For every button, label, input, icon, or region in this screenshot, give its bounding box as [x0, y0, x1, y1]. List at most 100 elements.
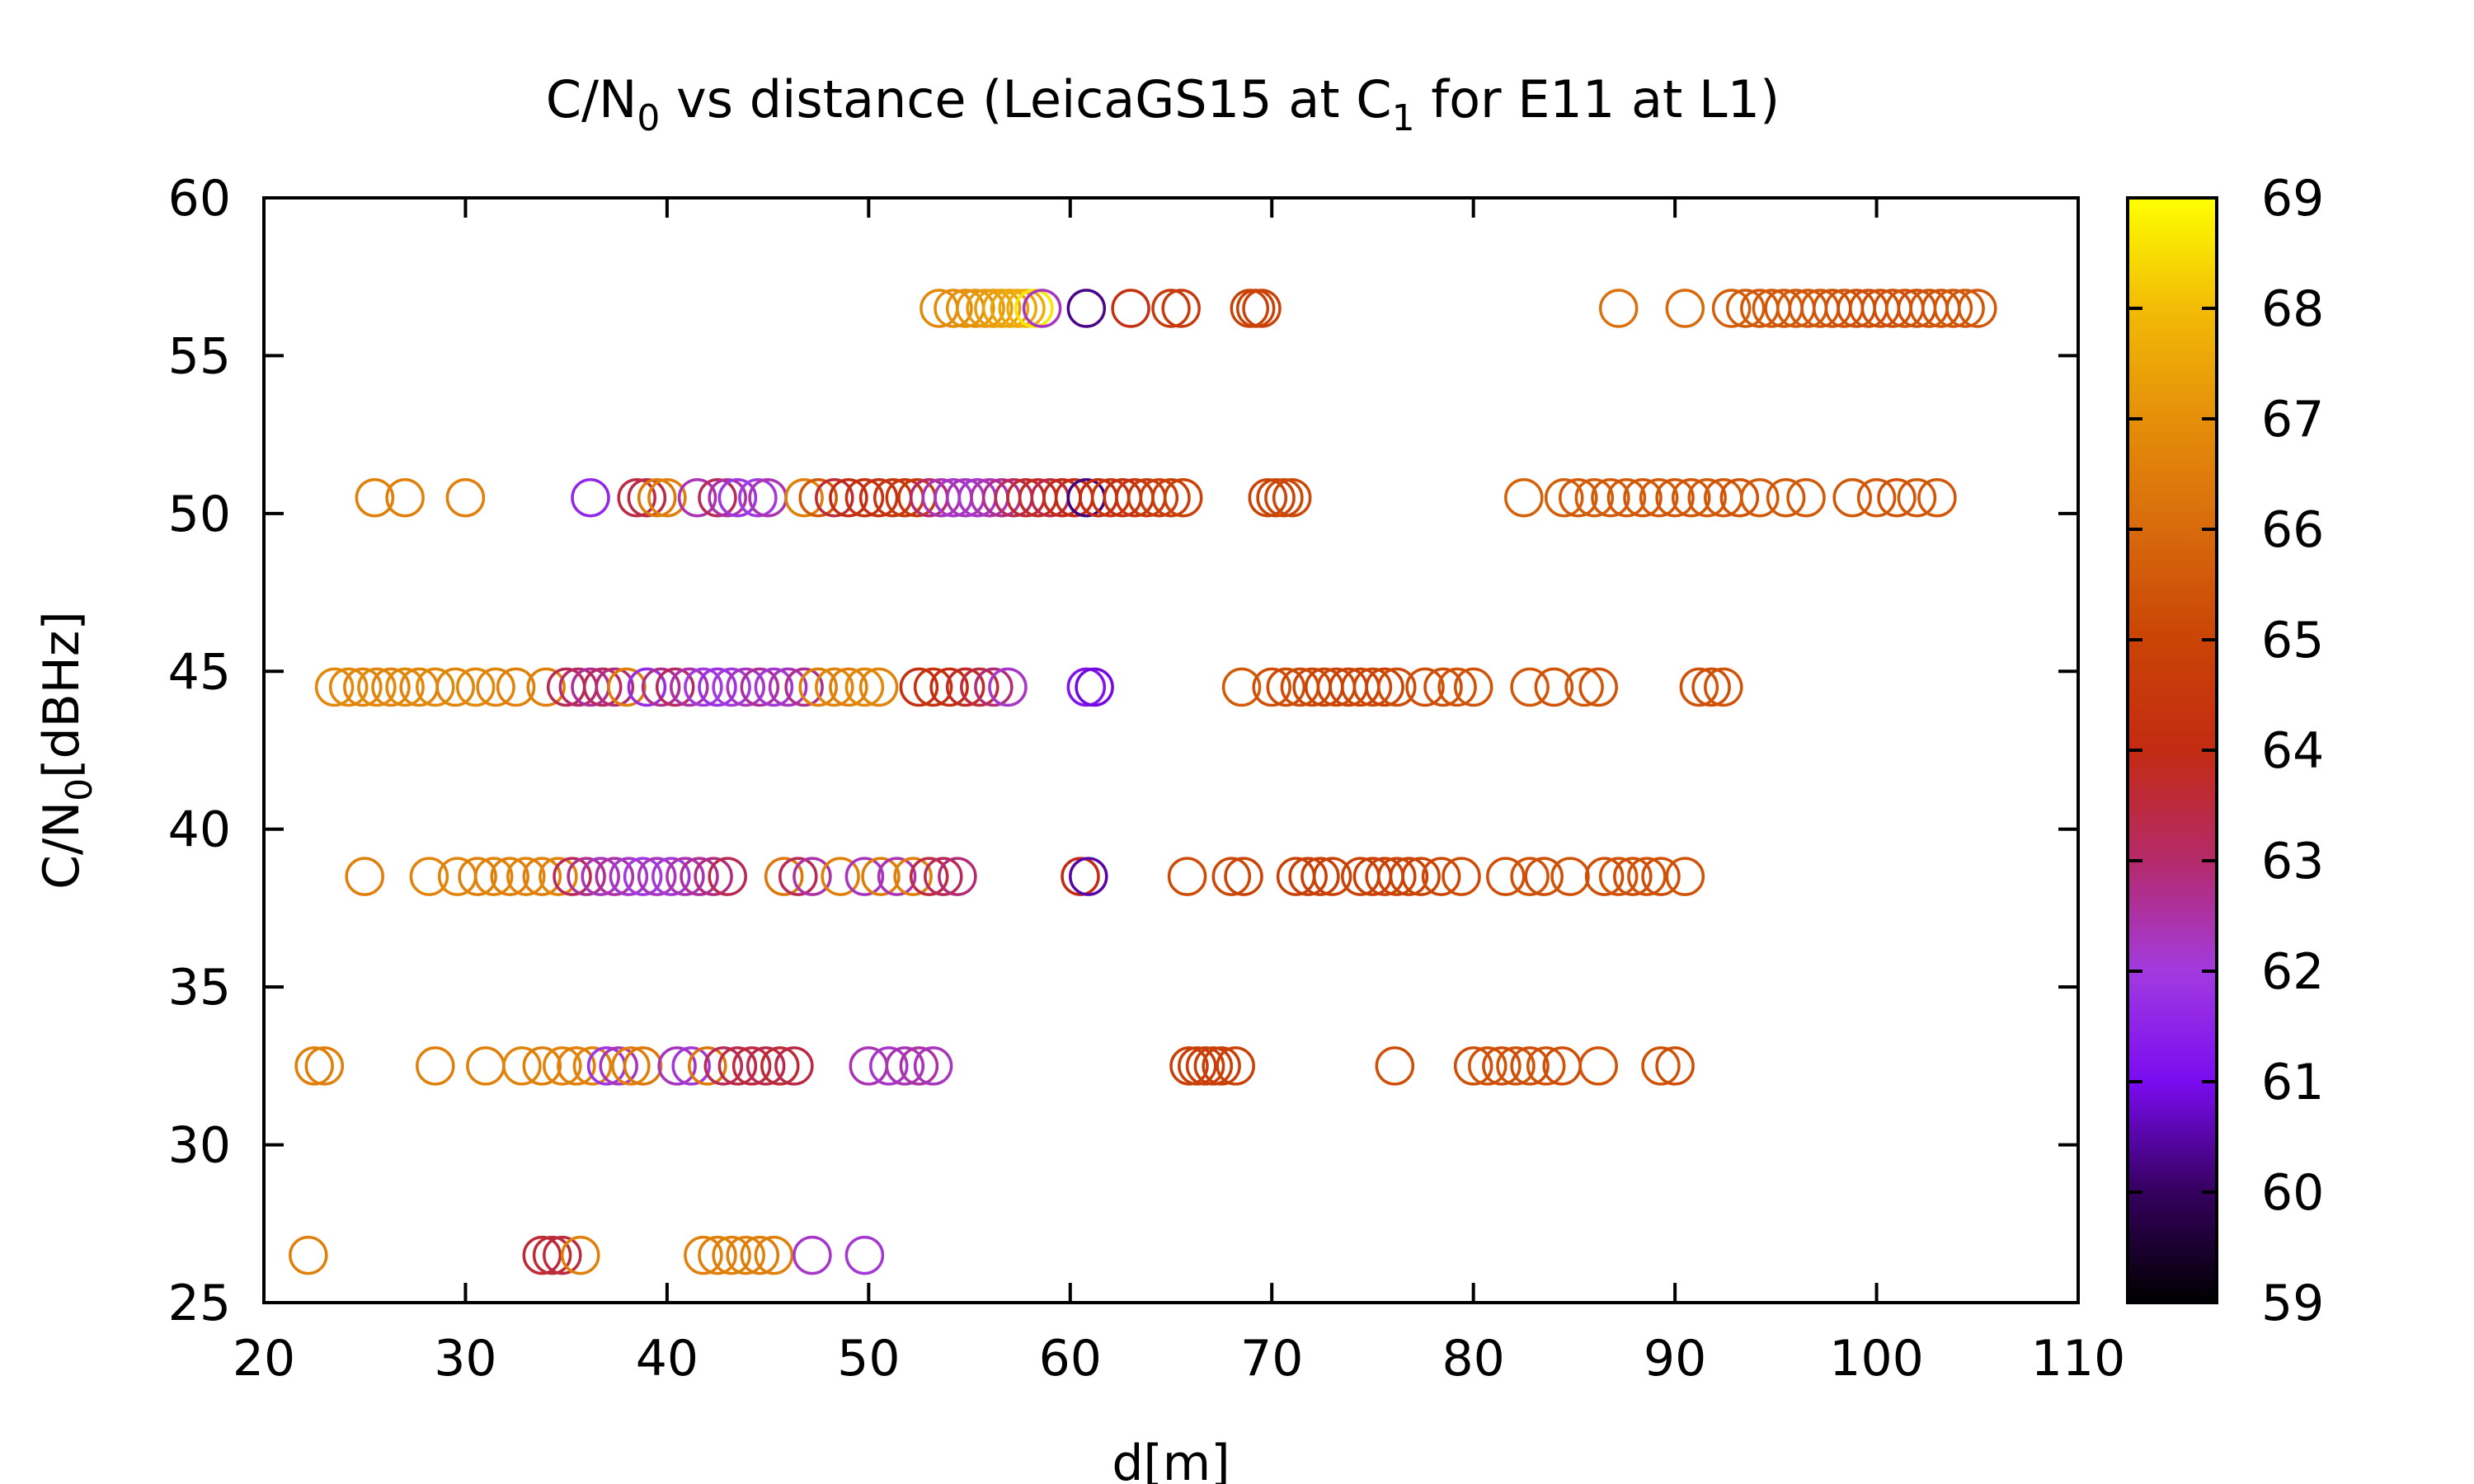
data-point	[998, 289, 1037, 328]
data-point	[712, 667, 751, 707]
data-point	[1623, 477, 1663, 518]
data-point	[1544, 477, 1584, 518]
data-point	[708, 857, 747, 896]
data-point	[1423, 667, 1463, 707]
data-point	[784, 477, 824, 518]
data-point	[1006, 289, 1046, 328]
y-axis-label: C/N0[dBHz]	[33, 611, 101, 890]
data-point	[821, 857, 860, 896]
data-point	[1504, 477, 1544, 518]
x-tick-label: 90	[1644, 1330, 1706, 1388]
data-point	[561, 1235, 600, 1275]
data-point	[1641, 857, 1681, 896]
data-point	[671, 1046, 711, 1086]
data-point	[764, 857, 804, 896]
data-point	[1639, 477, 1679, 518]
data-point	[1550, 857, 1590, 896]
data-point	[1665, 857, 1705, 896]
data-point	[1216, 1046, 1255, 1086]
data-point	[899, 1046, 939, 1086]
data-point	[844, 667, 885, 707]
data-point	[553, 857, 592, 896]
data-point	[355, 477, 395, 518]
data-point	[829, 667, 868, 707]
data-point	[726, 1235, 765, 1275]
data-point	[1687, 477, 1727, 518]
data-point	[1526, 1046, 1566, 1086]
data-point	[1163, 477, 1203, 518]
data-point	[981, 289, 1022, 328]
data-point	[666, 857, 705, 896]
data-point	[684, 667, 723, 707]
data-point	[1711, 289, 1752, 328]
data-point	[1655, 1046, 1695, 1086]
data-point	[924, 857, 963, 896]
data-point	[1161, 289, 1201, 328]
data-point	[784, 667, 824, 707]
data-point	[793, 857, 832, 896]
data-point	[966, 289, 1005, 328]
colorbar-tick-label: 62	[2261, 943, 2324, 1001]
data-point	[1510, 1046, 1550, 1086]
data-point	[1389, 857, 1429, 896]
data-point	[938, 857, 977, 896]
data-point	[1211, 857, 1252, 896]
data-point	[688, 1046, 727, 1086]
data-point	[595, 857, 635, 896]
data-point	[543, 1046, 582, 1086]
data-point	[1725, 289, 1766, 328]
data-point	[909, 857, 949, 896]
data-point	[314, 667, 355, 707]
x-tick-label: 80	[1442, 1330, 1504, 1388]
data-point	[1288, 857, 1328, 896]
data-point	[617, 477, 656, 518]
data-point	[974, 667, 1014, 707]
data-point	[708, 477, 747, 518]
data-point	[754, 667, 794, 707]
data-point	[885, 1046, 925, 1086]
data-point	[1534, 667, 1574, 707]
data-point	[647, 477, 687, 518]
y-tick-label: 50	[168, 486, 231, 543]
data-point	[1365, 667, 1404, 707]
data-point	[1655, 477, 1695, 518]
data-point	[1256, 477, 1296, 518]
data-point	[502, 1046, 542, 1086]
data-point	[543, 1235, 582, 1275]
data-point	[731, 1046, 772, 1086]
data-point	[557, 1046, 596, 1086]
data-point	[893, 857, 933, 896]
data-point	[416, 667, 455, 707]
data-point	[607, 667, 647, 707]
y-tick-label: 60	[168, 170, 231, 228]
data-point	[1877, 477, 1917, 518]
data-point	[1679, 667, 1719, 707]
data-point	[522, 1046, 562, 1086]
data-point	[328, 667, 369, 707]
y-tick-label: 30	[168, 1117, 231, 1175]
y-tick-label: 55	[168, 327, 231, 385]
colorbar-tick-label: 63	[2261, 833, 2324, 890]
data-point	[1704, 667, 1743, 707]
colorbar-tick-label: 65	[2261, 612, 2324, 669]
data-point	[1151, 289, 1191, 328]
data-point	[1224, 857, 1263, 896]
data-point	[1665, 289, 1705, 328]
data-point	[473, 857, 514, 896]
data-point	[1598, 857, 1639, 896]
data-point	[1482, 1046, 1522, 1086]
data-point	[294, 1046, 334, 1086]
data-point	[698, 1235, 737, 1275]
data-point	[343, 667, 383, 707]
data-point	[1786, 477, 1826, 518]
x-axis-label: d[m]	[1112, 1435, 1230, 1484]
x-tick-label: 50	[837, 1330, 900, 1388]
data-point	[740, 667, 780, 707]
data-point	[455, 667, 496, 707]
data-point	[1740, 477, 1780, 518]
data-point	[754, 1235, 794, 1275]
data-point	[289, 1235, 328, 1275]
data-point	[409, 857, 449, 896]
data-point	[445, 477, 486, 518]
